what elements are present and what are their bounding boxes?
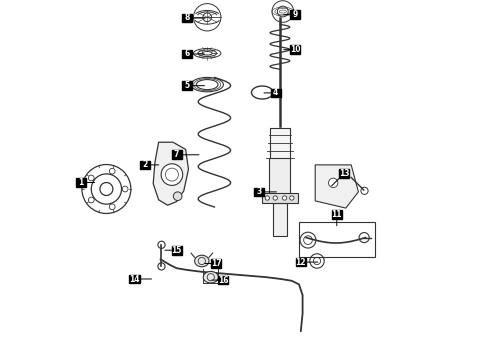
Bar xyxy=(299,222,374,256)
FancyBboxPatch shape xyxy=(332,210,342,219)
Text: 1: 1 xyxy=(78,178,84,187)
FancyBboxPatch shape xyxy=(270,89,281,97)
Text: 7: 7 xyxy=(174,150,179,159)
Text: 17: 17 xyxy=(211,259,221,268)
Text: 15: 15 xyxy=(172,246,182,255)
FancyBboxPatch shape xyxy=(182,50,193,58)
Text: 12: 12 xyxy=(295,258,306,266)
Text: 3: 3 xyxy=(257,188,262,197)
Circle shape xyxy=(282,196,287,200)
FancyBboxPatch shape xyxy=(291,45,300,54)
Ellipse shape xyxy=(195,255,209,267)
Text: 16: 16 xyxy=(218,276,229,284)
Bar xyxy=(270,158,291,194)
Circle shape xyxy=(290,196,294,200)
FancyBboxPatch shape xyxy=(182,14,193,22)
Polygon shape xyxy=(153,142,189,205)
FancyBboxPatch shape xyxy=(254,188,265,196)
Circle shape xyxy=(173,192,182,201)
Text: 11: 11 xyxy=(332,210,342,219)
FancyBboxPatch shape xyxy=(129,275,140,283)
Text: 4: 4 xyxy=(273,88,278,97)
FancyBboxPatch shape xyxy=(76,178,86,187)
Text: 10: 10 xyxy=(290,45,301,54)
FancyBboxPatch shape xyxy=(172,150,182,159)
Circle shape xyxy=(328,178,338,188)
Text: 13: 13 xyxy=(339,169,349,178)
Text: 14: 14 xyxy=(129,274,140,284)
Ellipse shape xyxy=(203,271,219,283)
FancyBboxPatch shape xyxy=(296,258,306,266)
Text: 6: 6 xyxy=(185,49,190,58)
FancyBboxPatch shape xyxy=(219,276,228,284)
FancyBboxPatch shape xyxy=(291,10,300,19)
Circle shape xyxy=(273,196,277,200)
FancyBboxPatch shape xyxy=(172,246,182,255)
FancyBboxPatch shape xyxy=(140,161,150,169)
FancyBboxPatch shape xyxy=(182,81,193,90)
Circle shape xyxy=(265,196,270,200)
Circle shape xyxy=(161,164,183,185)
Bar xyxy=(270,128,290,160)
Polygon shape xyxy=(315,165,358,208)
Bar xyxy=(262,193,297,203)
Bar xyxy=(273,203,287,236)
Text: 8: 8 xyxy=(185,13,190,22)
FancyBboxPatch shape xyxy=(339,169,349,178)
Text: 9: 9 xyxy=(293,10,298,19)
Text: 2: 2 xyxy=(143,161,148,169)
Text: 5: 5 xyxy=(185,81,190,90)
FancyBboxPatch shape xyxy=(211,259,221,268)
